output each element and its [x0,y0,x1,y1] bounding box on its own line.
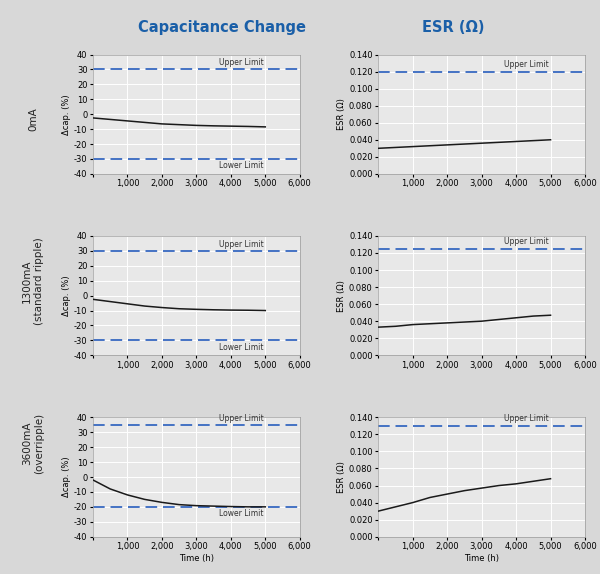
Text: ESR (Ω): ESR (Ω) [422,20,484,35]
Y-axis label: ESR (Ω): ESR (Ω) [337,280,346,312]
Text: 3600mA
(overripple): 3600mA (overripple) [22,413,44,474]
X-axis label: Time (h): Time (h) [464,554,499,563]
Y-axis label: Δcap. (%): Δcap. (%) [62,94,71,134]
Text: Upper Limit: Upper Limit [504,414,549,423]
Text: Upper Limit: Upper Limit [504,60,549,69]
X-axis label: Time (h): Time (h) [179,554,214,563]
Y-axis label: Δcap. (%): Δcap. (%) [62,457,71,497]
Text: Upper Limit: Upper Limit [219,413,263,422]
Text: 0mA: 0mA [28,107,38,131]
Text: Lower Limit: Lower Limit [219,343,263,352]
Text: 1300mA
(standard ripple): 1300mA (standard ripple) [22,238,44,325]
Text: Upper Limit: Upper Limit [219,239,263,249]
Text: Upper Limit: Upper Limit [219,58,263,67]
Text: Lower Limit: Lower Limit [219,509,263,518]
Text: Upper Limit: Upper Limit [504,237,549,246]
Y-axis label: ESR (Ω): ESR (Ω) [337,98,346,130]
Text: Capacitance Change: Capacitance Change [138,20,306,35]
Y-axis label: Δcap. (%): Δcap. (%) [62,276,71,316]
Text: Lower Limit: Lower Limit [219,161,263,170]
Y-axis label: ESR (Ω): ESR (Ω) [337,461,346,493]
